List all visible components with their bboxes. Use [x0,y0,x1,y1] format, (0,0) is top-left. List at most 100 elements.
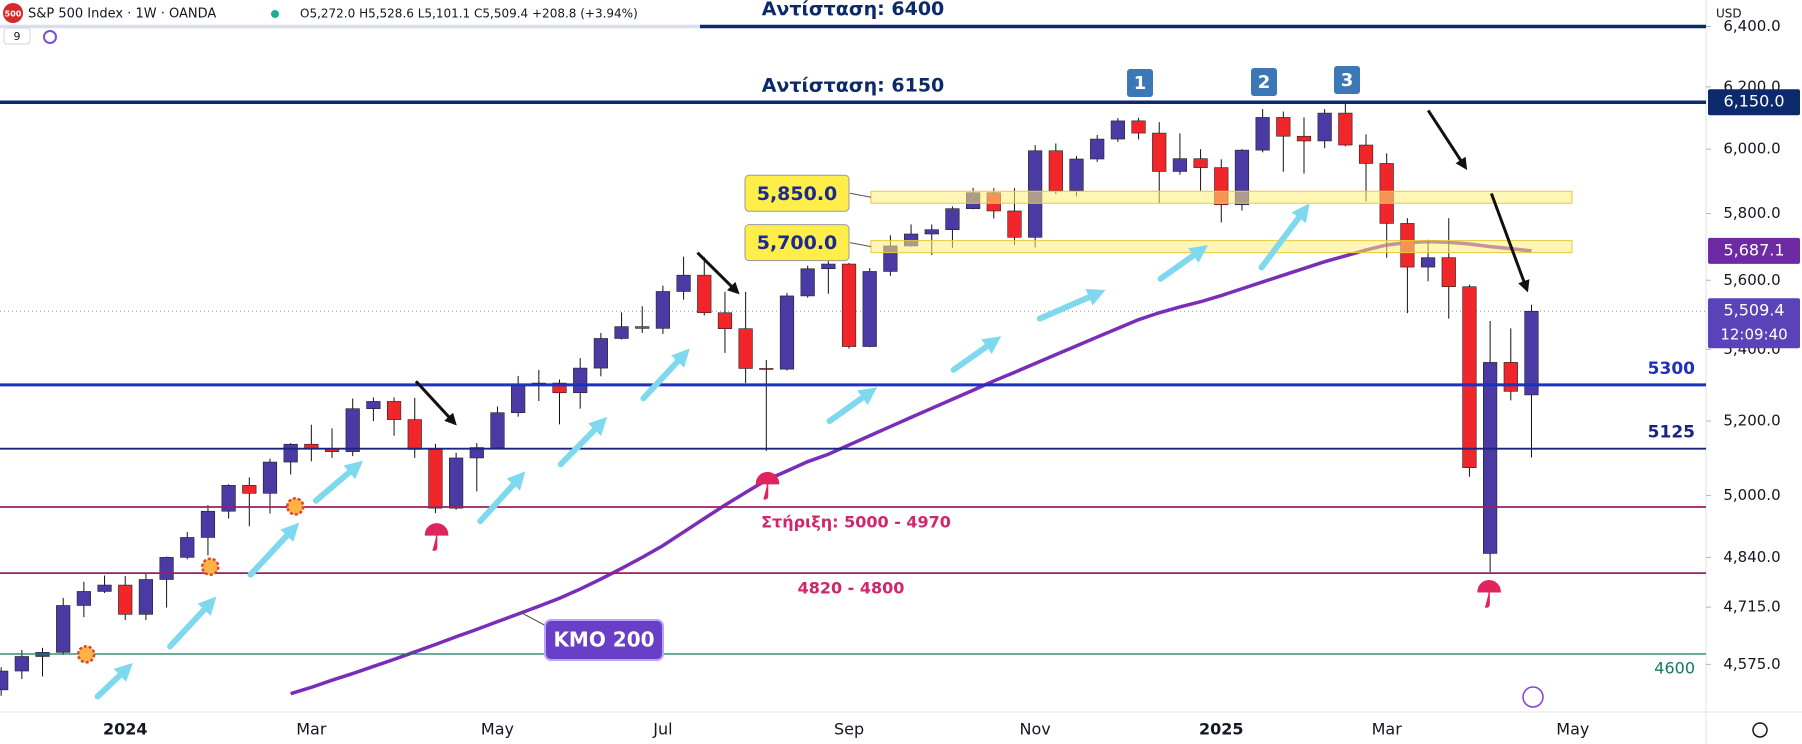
wave-label: 3 [1341,70,1354,91]
zone-label: 5,700.0 [757,232,838,254]
candle-body [1069,158,1084,192]
status-dot [271,10,279,18]
candle-body [841,263,857,347]
candle-body [200,510,216,538]
candle-body [759,368,774,370]
indicator-count[interactable]: 9 [14,30,21,43]
zone [870,190,1573,204]
currency[interactable]: USD [1716,7,1742,21]
x-tick-label: May [1556,720,1589,739]
candle-body [573,367,588,394]
currency-bg [1710,2,1800,26]
candle-body [366,401,381,409]
candle-body [614,326,629,339]
ma-label-box [544,619,664,661]
candle-body [1441,257,1456,288]
candle-body [1420,257,1436,268]
moving-average [290,239,1532,696]
wave-label: 2 [1258,72,1271,93]
cyan-arrow [167,596,217,650]
candle-body [697,274,712,314]
candle-body [552,382,567,394]
wave-box [1334,66,1360,94]
cyan-arrow [477,471,526,525]
x-tick-label: May [481,720,514,739]
y-tick-label: 4,840.0 [1723,548,1780,566]
zone-connector [849,192,872,198]
level-label: 5300 [1648,359,1695,379]
cyan-arrow [1258,203,1310,271]
candle-body [1503,362,1518,392]
level-label: Αντίσταση: 6400 [762,0,945,20]
candle-body [1317,112,1332,142]
candle-body [635,326,650,329]
candle-body [1090,138,1105,160]
y-tick-label: 4,575.0 [1723,655,1780,673]
header-bg [0,0,700,46]
y-tick-label: 5,200.0 [1723,412,1780,430]
price-axis-bg [1706,0,1802,744]
candle-body [56,605,71,653]
candle-body [345,408,360,452]
candle-body [1462,286,1477,468]
candle-body [1255,117,1270,151]
level-label: 4600 [1654,659,1695,678]
umbrella-icon [1477,580,1501,608]
candle-body [138,579,154,615]
candle-body [779,295,795,370]
candle-body [262,461,278,494]
zone-connector [849,242,872,248]
candle-body [511,383,526,413]
candle-body [738,328,753,369]
x-tick-label: Mar [296,720,327,739]
zone-label-box [744,224,850,262]
candle-body [1193,158,1208,168]
burst-icon [286,497,305,516]
y-tick-label: 5,800.0 [1723,204,1780,222]
candle-body [1483,362,1498,554]
candle-body [1048,150,1063,192]
candle-body [945,208,960,230]
indicator-icon[interactable] [43,30,57,44]
candle-body [0,670,9,691]
x-tick-label: Jul [652,720,672,739]
candle-body [1296,135,1312,142]
candle-body [449,457,464,509]
umbrella-icon [755,471,780,500]
candle-body [428,449,443,509]
candle-body [676,274,691,292]
candle-body [118,584,133,615]
countdown: 12:09:40 [1720,326,1787,344]
y-tick-label: 6,000.0 [1723,140,1780,158]
candle-body [1007,210,1022,238]
cyan-arrow [1036,288,1106,322]
candle-body [283,443,298,463]
candle-body [800,268,815,297]
level-label: Αντίσταση: 6150 [762,75,945,97]
candle-body [76,591,91,606]
zone [870,240,1573,254]
candle-body [717,312,733,330]
candle-body [386,401,402,420]
burst-icon [201,557,220,576]
candle-body [1358,144,1374,164]
candle-body [924,229,939,235]
umbrella-icon [424,523,449,551]
candle-body [1338,112,1353,146]
x-tick-label: Nov [1020,720,1051,739]
logo [3,3,23,23]
candle-body [655,291,671,329]
price-tag [1708,298,1800,349]
plot-layer: Αντίσταση: 6400 Αντίσταση: 6150 5300 5125 Στ… [0,0,1706,700]
indicator-box[interactable] [3,27,31,45]
candle-body [1524,310,1539,396]
wave-box [1251,68,1277,96]
x-tick-label: 2024 [103,720,148,739]
candle-body [407,419,422,450]
alert-icon[interactable] [1522,686,1544,708]
settings-icon[interactable] [1752,722,1768,738]
candle-body [159,557,174,580]
burst-icon [76,645,96,664]
